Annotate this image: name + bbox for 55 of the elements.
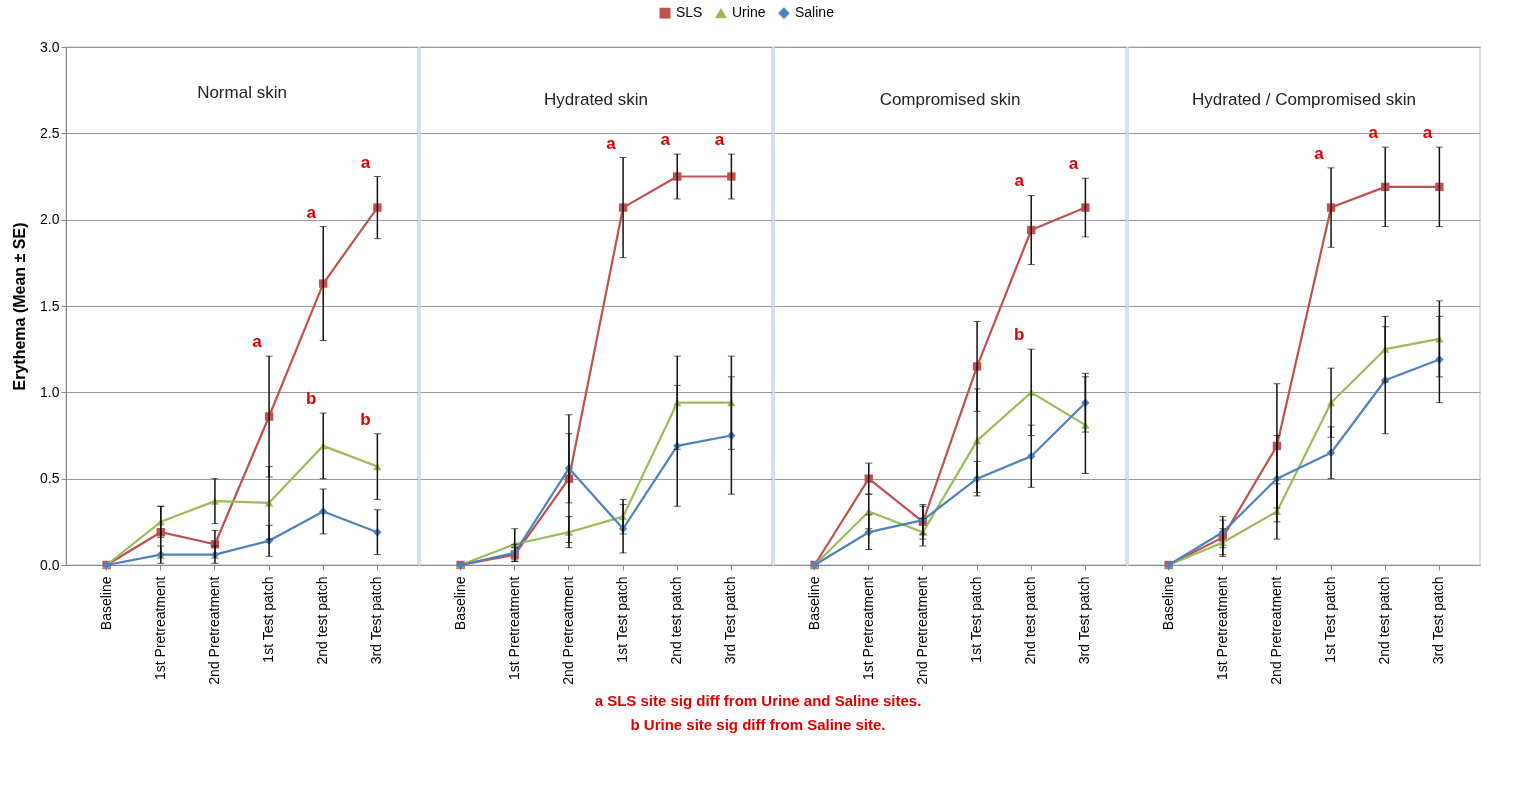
- annotation: a: [660, 130, 671, 150]
- x-tick-label: 3rd Test patch: [368, 576, 385, 665]
- x-tick-label: 1st Pretreatment: [859, 576, 876, 680]
- annotation: a: [1068, 154, 1079, 174]
- x-tick-label: 1st Pretreatment: [505, 576, 522, 680]
- annotation: a: [1368, 123, 1379, 143]
- x-tick-label: 1st Pretreatment: [1213, 576, 1230, 680]
- x-tick-label: Baseline: [1159, 576, 1176, 631]
- annotation: a: [1314, 143, 1325, 163]
- x-tick-label: Baseline: [805, 576, 822, 631]
- y-tick-label: 1.5: [40, 297, 60, 314]
- x-tick-label: 1st Test patch: [968, 576, 985, 663]
- x-tick-label: 1st Test patch: [614, 576, 631, 663]
- annotation: b: [306, 389, 317, 409]
- legend-label: Saline: [795, 4, 835, 21]
- annotation: b: [1014, 325, 1025, 345]
- y-axis-title: Erythema (Mean ± SE): [11, 222, 29, 391]
- annotation: a: [360, 152, 371, 172]
- y-tick-label: 1.0: [40, 383, 60, 400]
- x-tick-label: 3rd Test patch: [722, 576, 739, 665]
- x-tick-label: Baseline: [451, 576, 468, 631]
- annotation: a: [1422, 123, 1433, 143]
- y-tick-label: 2.0: [40, 211, 60, 228]
- text: a SLS site sig diff from Urine and Saline sites.: [593, 691, 923, 711]
- text: Normal skin: [197, 83, 287, 102]
- text: Compromised skin: [879, 90, 1021, 109]
- legend-label: Urine: [732, 4, 766, 21]
- annotation: a: [306, 202, 317, 222]
- x-tick-label: 2nd Pretreatment: [1267, 576, 1284, 685]
- y-tick-label: 2.5: [40, 124, 60, 141]
- annotation: b: [360, 409, 371, 429]
- x-tick-label: 3rd Test patch: [1430, 576, 1447, 665]
- legend-label: SLS: [676, 4, 703, 21]
- y-tick-label: 3.0: [40, 38, 60, 55]
- annotation: a: [714, 130, 725, 150]
- annotation: a: [606, 133, 617, 153]
- x-tick-label: 2nd test patch: [1376, 576, 1393, 665]
- annotation: a: [252, 332, 263, 352]
- x-tick-label: 1st Test patch: [260, 576, 277, 663]
- y-tick-label: 0.5: [40, 470, 60, 487]
- text: Hydrated / Compromised skin: [1192, 90, 1416, 109]
- x-tick-label: 2nd test patch: [1022, 576, 1039, 665]
- x-tick-label: 1st Pretreatment: [151, 576, 168, 680]
- x-tick-label: 2nd Pretreatment: [913, 576, 930, 685]
- x-tick-label: 2nd Pretreatment: [559, 576, 576, 685]
- x-tick-label: 3rd Test patch: [1076, 576, 1093, 665]
- x-tick-label: 2nd Pretreatment: [205, 576, 222, 685]
- y-tick-label: 0.0: [40, 556, 60, 573]
- x-tick-label: 2nd test patch: [314, 576, 331, 665]
- text: Hydrated skin: [544, 90, 648, 109]
- x-tick-label: 2nd test patch: [668, 576, 685, 665]
- text: b Urine site sig diff from Saline site.: [629, 715, 887, 735]
- x-tick-label: 1st Test patch: [1322, 576, 1339, 663]
- annotation: a: [1014, 171, 1025, 191]
- x-tick-label: Baseline: [97, 576, 114, 631]
